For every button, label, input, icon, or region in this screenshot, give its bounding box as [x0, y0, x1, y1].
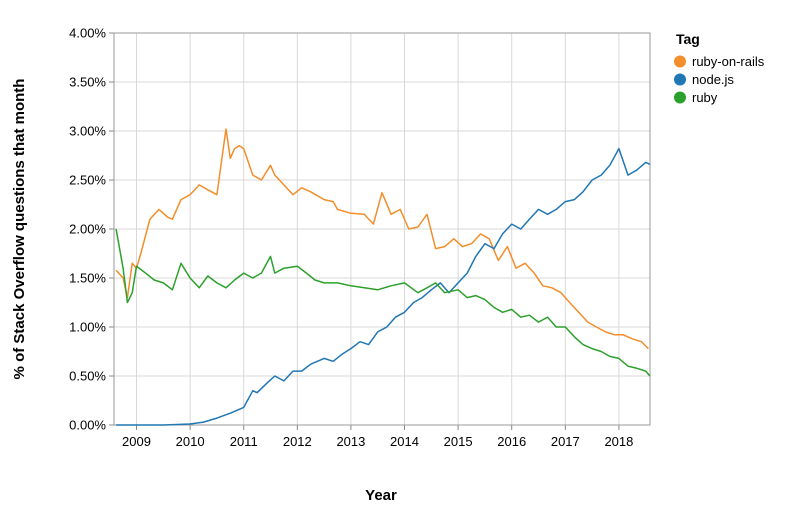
- y-tick-label: 1.00%: [69, 320, 106, 335]
- x-tick-label: 2015: [444, 434, 473, 449]
- y-tick-label: 2.50%: [69, 173, 106, 188]
- y-tick-label: 3.00%: [69, 124, 106, 139]
- x-tick-label: 2016: [497, 434, 526, 449]
- y-tick-label: 0.00%: [69, 418, 106, 433]
- legend-label-node.js: node.js: [692, 72, 734, 87]
- legend-label-ruby-on-rails: ruby-on-rails: [692, 54, 765, 69]
- axes: [109, 32, 651, 430]
- plot-frame: [113, 32, 651, 426]
- series-line-node.js: [116, 147, 651, 426]
- series-lines: [115, 128, 651, 426]
- x-tick-label: 2011: [230, 434, 258, 449]
- legend-swatch-ruby: [674, 91, 686, 104]
- y-axis-title: % of Stack Overflow questions that month: [11, 79, 28, 380]
- series-line-ruby-on-rails: [115, 128, 649, 350]
- legend-swatch-ruby-on-rails: [674, 55, 686, 68]
- tick-labels: 0.00% 0.50% 1.00% 1.50% 2.00% 2.50% 3.00% 3.50%…: [69, 26, 633, 450]
- legend-swatch-node.js: [674, 73, 686, 86]
- x-tick-label: 2010: [176, 434, 205, 449]
- x-tick-label: 2009: [122, 434, 151, 449]
- y-tick-label: 2.00%: [69, 222, 106, 237]
- legend-title: Tag: [676, 31, 700, 47]
- x-tick-label: 2017: [551, 434, 580, 449]
- legend: Tag ruby-on-rails node.js ruby: [674, 31, 765, 105]
- x-tick-label: 2014: [390, 434, 419, 449]
- x-tick-label: 2012: [283, 434, 312, 449]
- y-tick-label: 0.50%: [69, 369, 106, 384]
- y-tick-label: 4.00%: [69, 26, 106, 41]
- x-tick-label: 2013: [336, 434, 365, 449]
- series-line-ruby: [115, 228, 651, 377]
- y-tick-label: 1.50%: [69, 271, 106, 286]
- y-tick-label: 3.50%: [69, 75, 106, 90]
- x-axis-title: Year: [365, 487, 397, 504]
- legend-label-ruby: ruby: [692, 90, 718, 105]
- x-tick-label: 2018: [604, 434, 633, 449]
